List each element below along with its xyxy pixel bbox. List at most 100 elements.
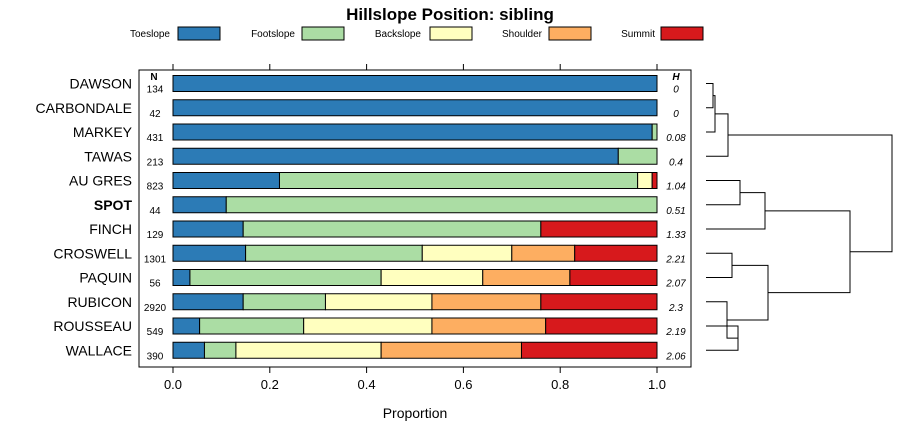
bar-segment-rubicon-toeslope <box>172 293 244 311</box>
category-label: CROSWELL <box>53 245 132 261</box>
bar-wallace <box>172 341 658 359</box>
bar-segment-markey-footslope <box>651 123 658 141</box>
bar-segment-finch-footslope <box>242 220 542 238</box>
bar-carbondale <box>172 99 658 117</box>
h-label: 0 <box>673 85 679 96</box>
category-label: TAWAS <box>84 148 132 164</box>
dendro-link-j <box>765 210 851 294</box>
h-label: 2.06 <box>665 351 686 362</box>
n-label: 129 <box>147 230 164 241</box>
h-label: 2.3 <box>668 303 683 314</box>
h-label: 0.08 <box>666 133 686 144</box>
legend-label-backslope: Backslope <box>375 29 422 40</box>
x-tick-label: 0.0 <box>164 377 182 392</box>
bar-segment-rubicon-shoulder <box>431 293 542 311</box>
dendro-link-e <box>706 192 766 230</box>
bar-dawson <box>172 75 658 92</box>
bar-segment-croswell-backslope <box>421 244 513 262</box>
legend-label-toeslope: Toeslope <box>130 29 170 40</box>
x-axis-title: Proportion <box>383 405 448 421</box>
dendro-link-c <box>706 113 729 157</box>
dendro-link-a <box>706 83 714 109</box>
plot-frame <box>138 69 692 368</box>
h-label: 0.4 <box>669 157 683 168</box>
category-label: ROUSSEAU <box>53 318 132 334</box>
bar-segment-au-gres-toeslope <box>172 172 280 189</box>
bar-tawas <box>172 147 658 165</box>
bar-segment-carbondale-toeslope <box>172 99 658 117</box>
bar-segment-rousseau-shoulder <box>431 317 547 335</box>
h-label: 2.19 <box>665 327 686 338</box>
bar-segment-paquin-summit <box>569 269 658 286</box>
dendro-link-f <box>706 252 733 278</box>
bar-segment-rousseau-backslope <box>303 317 433 335</box>
bar-segment-au-gres-backslope <box>637 172 653 189</box>
bar-segment-finch-summit <box>540 220 658 238</box>
h-label: 0 <box>673 109 679 120</box>
category-label: CARBONDALE <box>36 100 132 116</box>
bar-segment-wallace-summit <box>520 341 658 359</box>
n-label: 56 <box>149 279 161 290</box>
bar-segment-croswell-shoulder <box>511 244 576 262</box>
bar-segment-croswell-toeslope <box>172 244 247 262</box>
bar-spot <box>172 196 658 214</box>
x-tick-label: 0.4 <box>358 377 376 392</box>
legend-swatch-toeslope <box>177 26 221 41</box>
dendrogram <box>706 83 893 351</box>
bar-segment-rubicon-backslope <box>324 293 433 311</box>
bar-finch <box>172 220 658 238</box>
h-label: 2.07 <box>665 279 686 290</box>
legend: Toeslope Footslope Backslope Shoulder Summit <box>130 26 704 41</box>
bar-segment-croswell-summit <box>574 244 658 262</box>
bar-segment-wallace-toeslope <box>172 341 205 359</box>
category-label: SPOT <box>94 197 133 213</box>
h-label: 2.21 <box>665 254 685 265</box>
bar-segment-paquin-footslope <box>189 269 382 286</box>
category-label: MARKEY <box>73 124 133 140</box>
bar-segment-wallace-shoulder <box>380 341 522 359</box>
chart-title: Hillslope Position: sibling <box>346 5 554 24</box>
n-label: 2920 <box>144 303 167 314</box>
x-tick-label: 0.2 <box>261 377 279 392</box>
bar-au-gres <box>172 172 658 189</box>
x-tick-label: 0.8 <box>551 377 569 392</box>
x-tick-label: 1.0 <box>648 377 666 392</box>
h-label: 1.33 <box>666 230 686 241</box>
dendro-link-k <box>728 134 893 253</box>
bar-rousseau <box>172 317 658 335</box>
h-label: 1.04 <box>666 182 686 193</box>
n-label: 1301 <box>144 254 167 265</box>
x-tick-label: 0.6 <box>454 377 472 392</box>
bar-segment-spot-footslope <box>225 196 658 214</box>
bar-segment-rousseau-toeslope <box>172 317 201 335</box>
bar-segment-paquin-backslope <box>380 269 484 286</box>
bar-segment-paquin-toeslope <box>172 269 191 286</box>
dendro-link-b <box>706 95 716 133</box>
bars <box>172 75 658 359</box>
bar-segment-rousseau-footslope <box>199 317 305 335</box>
bar-segment-tawas-footslope <box>617 147 658 165</box>
bar-segment-rousseau-summit <box>545 317 658 335</box>
category-label: RUBICON <box>67 294 132 310</box>
legend-swatch-backslope <box>429 26 473 41</box>
n-label: 44 <box>149 206 161 217</box>
legend-label-shoulder: Shoulder <box>502 29 543 40</box>
bar-segment-markey-toeslope <box>172 123 653 141</box>
n-label: 390 <box>147 351 164 362</box>
n-label: 549 <box>147 327 164 338</box>
legend-swatch-footslope <box>301 26 345 41</box>
dendro-link-d <box>706 180 741 206</box>
legend-swatch-shoulder <box>548 26 592 41</box>
bar-paquin <box>172 269 658 286</box>
bar-segment-au-gres-summit <box>651 172 658 189</box>
bar-segment-wallace-footslope <box>203 341 237 359</box>
bar-segment-rubicon-footslope <box>242 293 326 311</box>
category-labels: DAWSON 134 0 CARBONDALE 42 0 MARKEY 431 0.08 TAWA… <box>36 76 687 363</box>
category-label: PAQUIN <box>79 270 132 286</box>
dendro-link-i <box>727 264 769 321</box>
bar-segment-au-gres-footslope <box>278 172 639 189</box>
category-label: AU GRES <box>69 173 132 189</box>
legend-label-summit: Summit <box>621 29 655 40</box>
bar-rubicon <box>172 293 658 311</box>
bar-markey <box>172 123 658 141</box>
